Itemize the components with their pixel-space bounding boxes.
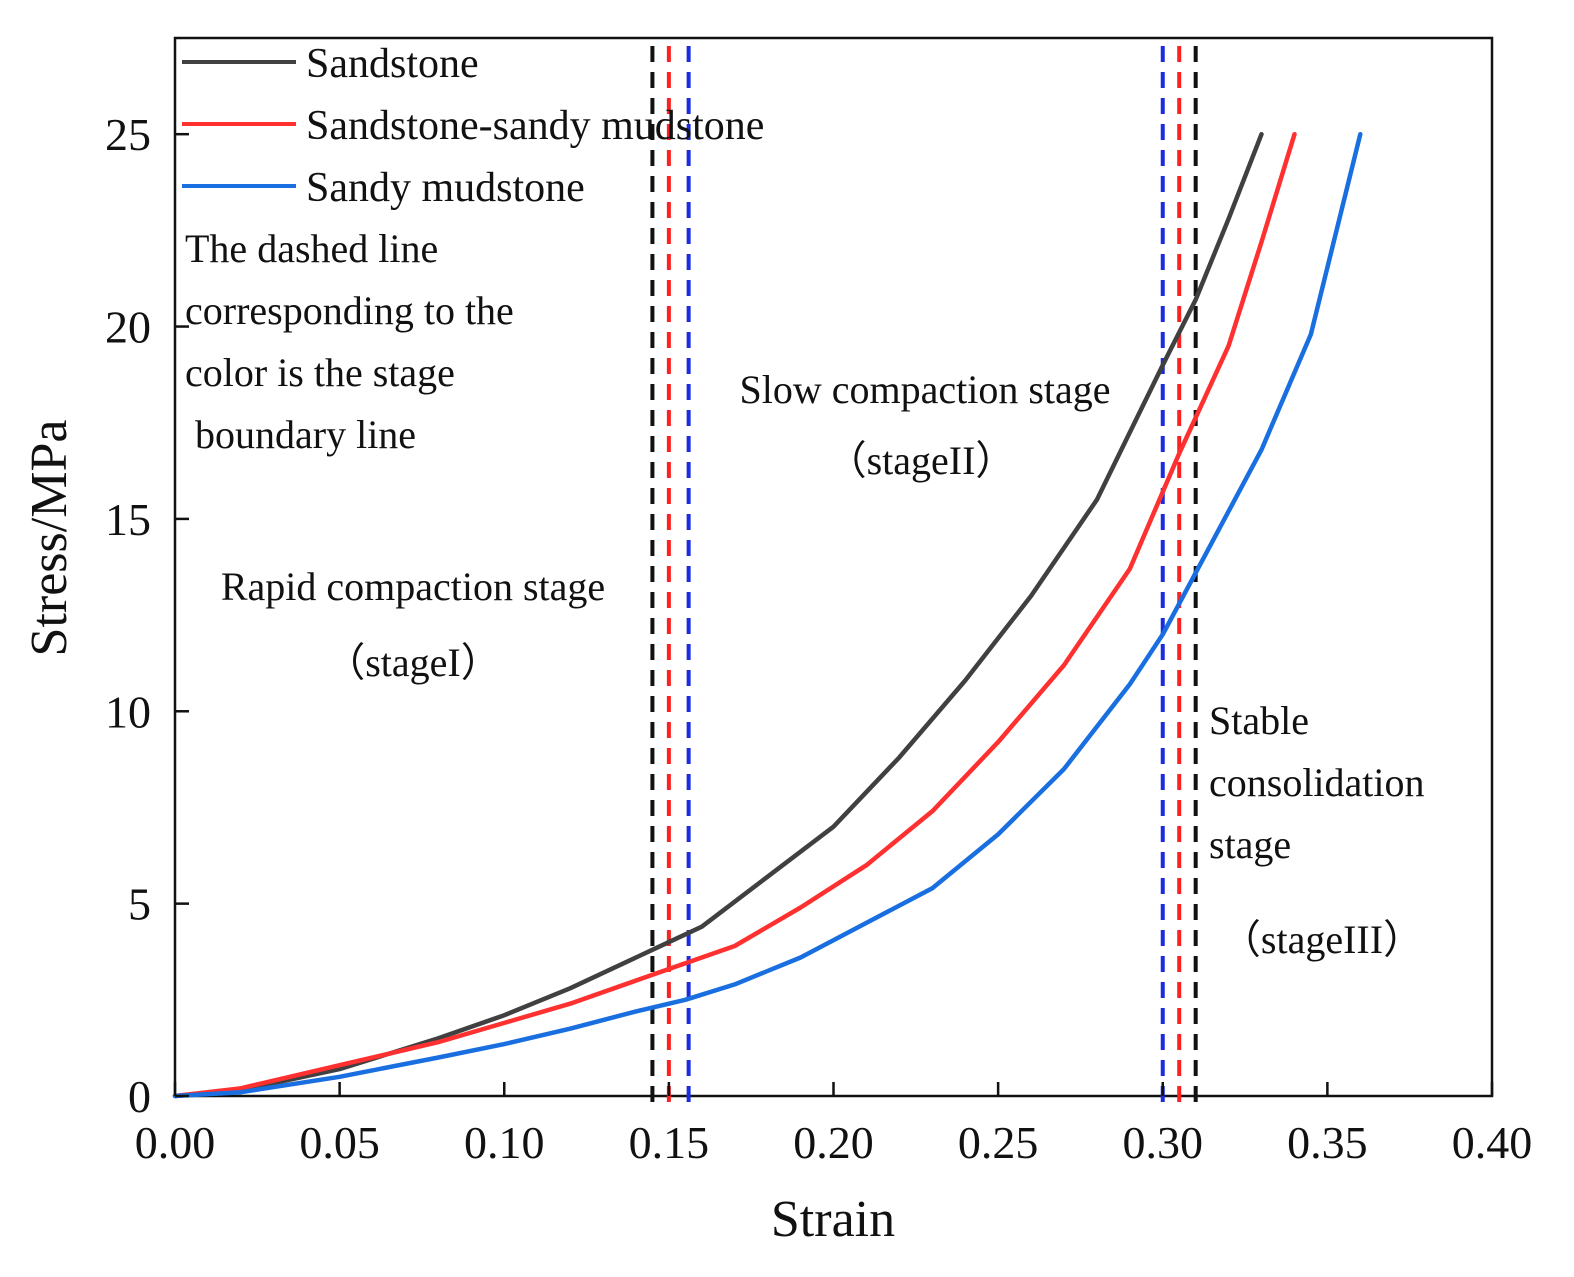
y-tick-label: 25 [105,109,151,160]
stage2-label: Slow compaction stage （stageII） [739,367,1110,483]
y-tick-label: 15 [105,494,151,545]
axis-ticks: 0.00 0.05 0.10 0.15 0.20 0.25 0.30 0.35 0.40 0 5 10… [105,109,1532,1168]
y-tick-label: 20 [105,302,151,353]
x-tick-label: 0.05 [299,1117,380,1168]
x-tick-label: 0.00 [135,1117,216,1168]
legend-label-sandy-mudstone: Sandy mudstone [306,165,585,211]
x-tick-label: 0.20 [793,1117,874,1168]
note-line-1: The dashed line [185,226,438,271]
note-line-2: corresponding to the [185,288,514,333]
x-tick-label: 0.10 [464,1117,545,1168]
stage3-line-3: stage [1209,822,1291,867]
x-tick-label: 0.25 [958,1117,1039,1168]
stage2-tag: （stageII） [827,438,1016,483]
stage3-label: Stable consolidation stage （stageIII） [1209,698,1425,962]
x-tick-label: 0.35 [1287,1117,1368,1168]
legend-label-sandstone-sandy-mudstone: Sandstone-sandy mudstone [306,103,764,149]
data-series [172,131,1363,1099]
series-line-sandy-mudstone [172,131,1363,1099]
stage3-line-1: Stable [1209,698,1309,743]
y-tick-label: 0 [128,1071,151,1122]
x-axis-title: Strain [771,1191,895,1248]
stage1-label: Rapid compaction stage （stageI） [221,564,605,685]
x-tick-label: 0.15 [629,1117,710,1168]
y-axis-title: Stress/MPa [21,420,78,657]
y-tick-label: 10 [105,686,151,737]
stage2-title: Slow compaction stage [739,367,1110,412]
boundary-note: The dashed line corresponding to the col… [185,226,514,457]
x-tick-label: 0.30 [1123,1117,1204,1168]
stage3-tag: （stageIII） [1221,917,1423,962]
stage-boundaries [650,46,1198,1102]
legend: Sandstone Sandstone-sandy mudstone Sandy… [182,41,764,211]
series-line-sandstone-sandy-mudstone [172,131,1297,1099]
note-line-4: boundary line [185,412,416,457]
stage1-title: Rapid compaction stage [221,564,605,609]
note-line-3: color is the stage [185,350,455,395]
y-tick-label: 5 [128,879,151,930]
series-line-sandstone [172,131,1264,1099]
x-tick-label: 0.40 [1452,1117,1533,1168]
legend-label-sandstone: Sandstone [306,41,479,87]
stage3-line-2: consolidation [1209,760,1425,805]
stage1-tag: （stageI） [325,640,501,685]
